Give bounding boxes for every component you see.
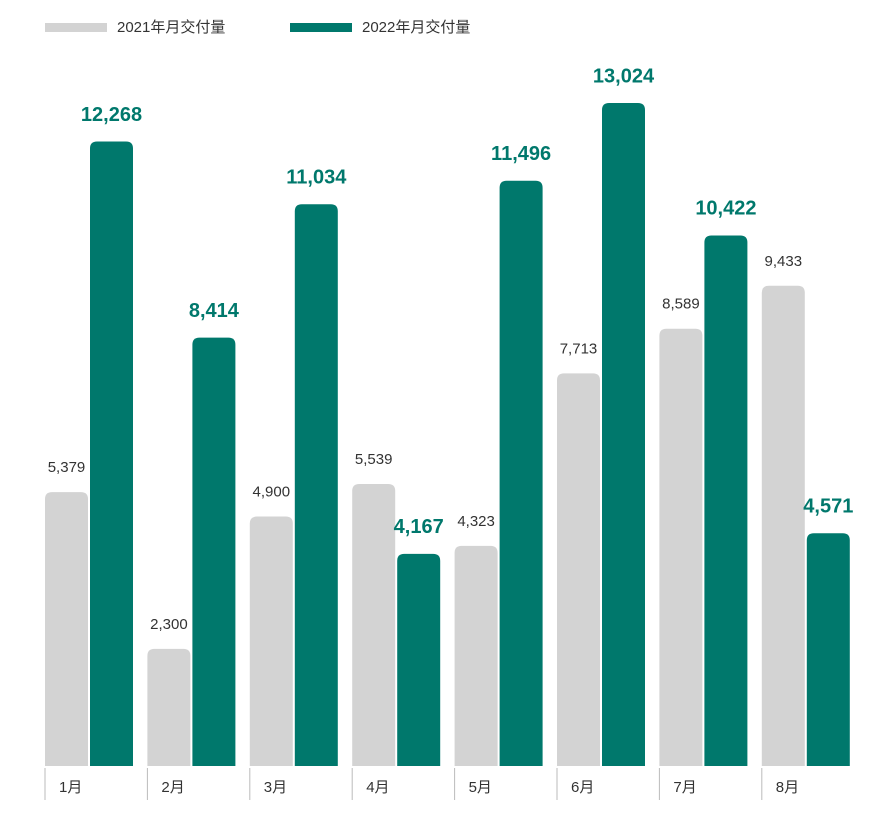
x-tick-label: 4月 <box>366 779 389 796</box>
legend-label: 2021年月交付量 <box>117 18 225 36</box>
value-label: 9,433 <box>765 253 803 270</box>
x-tick-label: 5月 <box>469 779 492 796</box>
bar <box>454 545 498 766</box>
x-tick-label: 1月 <box>59 779 82 796</box>
value-label: 10,422 <box>695 198 756 220</box>
x-tick-label: 6月 <box>571 779 594 796</box>
value-label: 4,167 <box>394 516 444 538</box>
bar <box>352 484 396 766</box>
value-label: 8,414 <box>189 300 240 322</box>
value-label: 11,034 <box>286 167 347 189</box>
x-tick-label: 8月 <box>776 779 799 796</box>
bar <box>557 373 600 766</box>
value-label: 4,323 <box>457 513 495 530</box>
bar <box>397 553 441 766</box>
bar <box>806 533 850 766</box>
value-label: 4,900 <box>253 484 291 501</box>
bar <box>192 337 236 766</box>
bar <box>761 285 805 766</box>
bar <box>499 180 543 766</box>
bar <box>602 103 645 766</box>
bar <box>659 328 703 766</box>
value-label: 5,539 <box>355 451 393 468</box>
bar <box>704 235 748 766</box>
value-label: 11,496 <box>491 143 551 165</box>
bar <box>249 516 293 766</box>
value-label: 12,268 <box>81 104 142 126</box>
bar <box>294 204 338 766</box>
x-tick-label: 7月 <box>673 779 696 796</box>
value-label: 7,713 <box>560 340 598 357</box>
value-label: 5,379 <box>48 459 86 476</box>
value-label: 4,571 <box>803 496 853 518</box>
legend-label: 2022年月交付量 <box>362 18 470 36</box>
x-tick-label: 2月 <box>161 779 184 796</box>
bar <box>45 492 88 766</box>
value-label: 2,300 <box>150 616 188 633</box>
legend-swatch <box>290 23 352 32</box>
value-label: 8,589 <box>662 296 700 313</box>
x-tick-label: 3月 <box>264 779 287 796</box>
bar <box>90 141 133 766</box>
legend-swatch <box>45 23 107 32</box>
bar <box>147 648 191 766</box>
value-label: 13,024 <box>593 65 655 87</box>
